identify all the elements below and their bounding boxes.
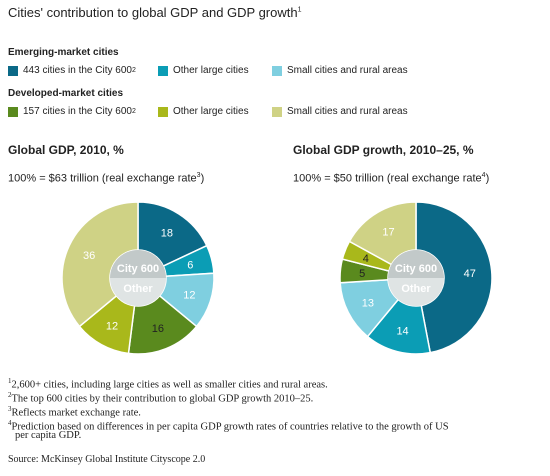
center-label-city600: City 600 [395, 263, 437, 275]
data-label: 5 [359, 268, 365, 280]
developed-heading: Developed-market cities [8, 88, 124, 99]
legend-swatch [158, 65, 168, 76]
legend-item: 157 cities in the City 600 2 [8, 106, 136, 117]
source-note: Source: McKinsey Global Institute Citysc… [8, 454, 206, 465]
legend-swatch [158, 106, 168, 117]
footnote: 2The top 600 cities by their contributio… [8, 391, 314, 405]
center-city600 [110, 250, 166, 278]
chart-title: Cities' contribution to global GDP and G… [8, 5, 302, 20]
chart1-subtitle: 100% = $63 trillion (real exchange rate3… [8, 172, 205, 185]
chart2-title: Global GDP growth, 2010–25, % [293, 143, 474, 157]
donut-chart-gdp-growth: 47 14 13 5 4 17 City 600 Other [339, 201, 493, 355]
legend-item: 443 cities in the City 600 2 [8, 65, 136, 76]
data-label: 13 [362, 298, 374, 310]
center-label-other: Other [401, 283, 431, 295]
legend-item: Small cities and rural areas [272, 106, 408, 117]
footnote: 12,600+ cities, including large cities a… [8, 377, 328, 391]
data-label: 47 [464, 268, 476, 280]
footnote: 3Reflects market exchange rate. [8, 405, 141, 419]
data-label: 14 [396, 325, 408, 337]
footnote: per capita GDP. [15, 430, 82, 441]
data-label: 17 [382, 227, 394, 239]
legend-swatch [8, 65, 18, 76]
center-label-other: Other [123, 283, 153, 295]
center-city600 [388, 250, 444, 278]
chart2-subtitle: 100% = $50 trillion (real exchange rate4… [293, 172, 490, 185]
data-label: 12 [183, 290, 195, 302]
legend-item: Other large cities [158, 106, 249, 117]
legend-swatch [8, 106, 18, 117]
data-label: 12 [106, 320, 118, 332]
legend-item: Small cities and rural areas [272, 65, 408, 76]
donut-chart-gdp-2010: 18 6 12 16 12 36 City 600 Other [61, 201, 215, 355]
data-label: 18 [161, 227, 173, 239]
data-label: 36 [83, 250, 95, 262]
legend-swatch [272, 65, 282, 76]
legend-item: Other large cities [158, 65, 249, 76]
center-label-city600: City 600 [117, 263, 159, 275]
data-label: 4 [363, 253, 369, 265]
legend-swatch [272, 106, 282, 117]
data-label: 16 [152, 323, 164, 335]
chart1-title: Global GDP, 2010, % [8, 143, 124, 157]
center-other [110, 278, 166, 306]
footnote: 4Prediction based on differences in per … [8, 419, 449, 433]
center-other [388, 278, 444, 306]
data-label: 6 [187, 260, 193, 272]
emerging-heading: Emerging-market cities [8, 47, 119, 58]
